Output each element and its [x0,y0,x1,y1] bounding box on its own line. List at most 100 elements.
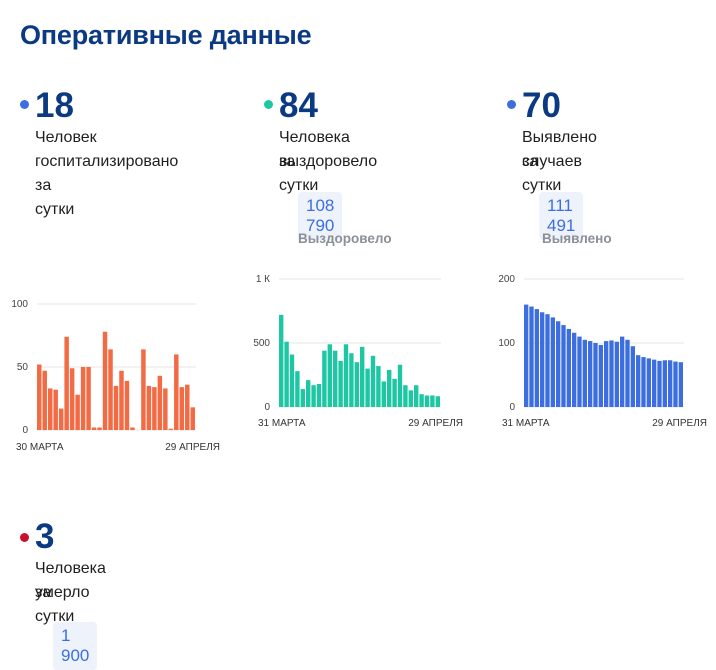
bar[interactable] [365,368,370,407]
bar[interactable] [338,360,343,407]
bar[interactable] [119,370,124,430]
bar[interactable] [652,359,657,407]
bar[interactable] [295,371,300,407]
bar[interactable] [668,360,673,407]
bar[interactable] [69,368,75,430]
bar[interactable] [641,357,646,407]
bar[interactable] [609,340,614,407]
bar[interactable] [113,385,119,430]
bar[interactable] [577,336,582,407]
bar[interactable] [381,381,386,407]
bar[interactable] [163,388,168,430]
bar[interactable] [397,364,403,407]
bar[interactable] [168,428,174,430]
bar[interactable] [598,344,603,407]
bar[interactable] [306,380,311,407]
bar[interactable] [37,364,42,430]
bar[interactable] [146,385,152,430]
blue-dot-icon [507,100,516,109]
bar[interactable] [108,349,113,430]
bar[interactable] [419,394,424,407]
bar[interactable] [673,361,678,407]
y-tick-label: 100 [498,338,515,349]
bar[interactable] [322,350,327,407]
bar[interactable] [403,385,408,407]
bar[interactable] [190,407,195,430]
bar[interactable] [300,389,305,407]
bar[interactable] [662,360,667,407]
bar[interactable] [141,349,146,430]
bar[interactable] [529,306,534,407]
bar[interactable] [152,387,157,430]
bar[interactable] [625,339,630,407]
bar[interactable] [636,355,641,407]
bar[interactable] [343,344,349,407]
bar[interactable] [185,384,190,430]
recovered-value: 84 [279,86,318,125]
bar[interactable] [550,317,555,407]
bar[interactable] [53,389,58,430]
bar[interactable] [102,331,108,430]
bar[interactable] [657,360,662,407]
cases-total-label: Выявлено [542,231,612,246]
x-start-label: 30 МАРТА [16,442,64,453]
bar[interactable] [86,367,91,430]
bar[interactable] [566,328,571,407]
bar[interactable] [556,321,561,407]
bar[interactable] [179,387,185,430]
bar[interactable] [376,366,381,407]
bar[interactable] [349,353,354,407]
hospitalized-value: 18 [35,86,74,125]
recovered-desc-line1: Человека выздоровело [279,129,378,170]
bar[interactable] [75,394,80,430]
bar[interactable] [370,355,376,407]
bar[interactable] [91,427,97,430]
bar[interactable] [316,383,322,407]
bar[interactable] [354,362,359,407]
x-end-label: 29 АПРЕЛЯ [408,418,463,429]
bar[interactable] [408,390,413,407]
bar[interactable] [545,314,550,407]
bar[interactable] [80,367,86,430]
bar[interactable] [424,395,430,407]
bar[interactable] [130,427,135,430]
bar[interactable] [540,312,545,407]
x-start-label: 31 МАРТА [258,418,306,429]
bar[interactable] [430,395,435,407]
bar[interactable] [582,339,587,407]
bar[interactable] [64,336,69,430]
bar[interactable] [387,369,392,407]
bar[interactable] [284,341,289,407]
bar[interactable] [630,346,635,407]
bar[interactable] [524,304,529,407]
bar[interactable] [157,375,163,430]
bar[interactable] [311,385,316,407]
bar[interactable] [534,309,539,407]
bar[interactable] [327,344,332,407]
bar[interactable] [620,336,625,407]
page-title: Оперативные данные [20,20,312,50]
bar[interactable] [646,358,651,407]
bar[interactable] [97,427,102,430]
cases-desc-line1: Выявлено случаев [522,129,597,170]
bar[interactable] [614,341,619,407]
bar[interactable] [42,370,47,430]
bar[interactable] [678,362,683,407]
bar[interactable] [124,380,130,430]
bar[interactable] [604,341,609,407]
bar[interactable] [435,396,440,407]
bar[interactable] [289,354,295,407]
bar[interactable] [593,343,598,407]
bar[interactable] [414,385,419,407]
recovered-desc-line2: за сутки [279,153,319,194]
bar[interactable] [392,378,397,407]
bar[interactable] [360,346,365,407]
bar[interactable] [572,332,577,407]
bar[interactable] [561,325,566,407]
bar[interactable] [174,354,179,430]
bar[interactable] [333,350,338,407]
bar[interactable] [47,388,53,430]
bar[interactable] [588,341,593,407]
bar[interactable] [58,408,64,430]
bar[interactable] [279,314,284,407]
